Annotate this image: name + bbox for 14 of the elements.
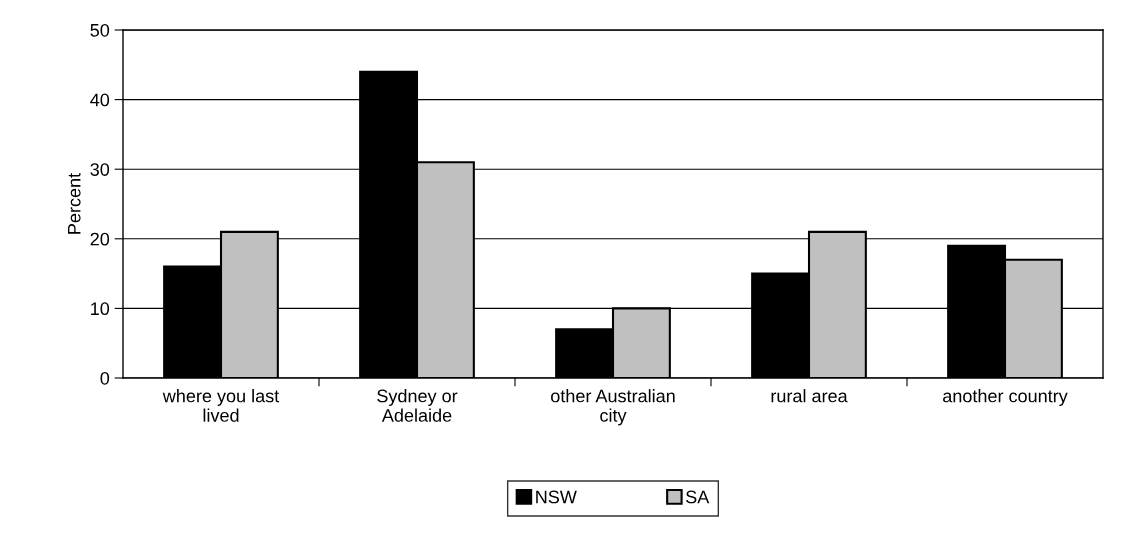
- y-tick-label: 10: [91, 302, 110, 316]
- x-tick-label: another country: [943, 389, 1068, 406]
- x-tick-label: other Australian city: [551, 389, 675, 426]
- y-tick-label: 20: [90, 232, 110, 246]
- y-axis-title: Percent: [68, 173, 81, 234]
- x-tick-label: Sydney or Adelaide: [377, 389, 458, 422]
- legend-label: SA: [686, 490, 710, 504]
- y-tick-label: 0: [100, 371, 110, 385]
- x-tick-label: rural area: [771, 389, 848, 403]
- x-tick-label: where you last lived: [162, 389, 280, 422]
- y-tick-label: 50: [90, 23, 110, 37]
- legend-label: NSW: [536, 490, 577, 504]
- y-tick-label: 30: [90, 163, 110, 176]
- y-tick-label: 40: [90, 93, 110, 107]
